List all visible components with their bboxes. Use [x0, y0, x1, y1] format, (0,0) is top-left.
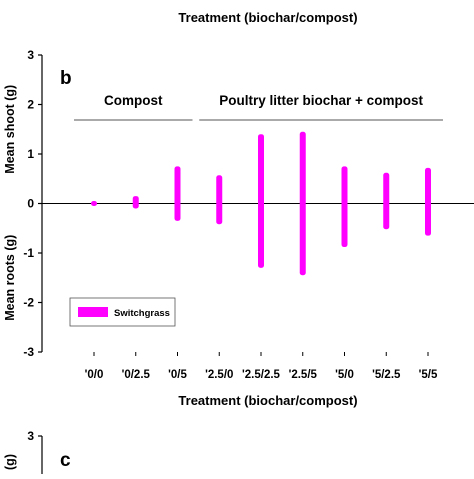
y-tick-label: 3	[27, 48, 34, 62]
legend-label: Switchgrass	[114, 308, 170, 319]
bar	[91, 201, 97, 206]
bar	[174, 166, 181, 221]
panel-label: b	[60, 68, 72, 89]
y-axis-label-roots: Mean roots (g)	[3, 235, 17, 321]
panel-b: -3 -2 -1 0 1 2 3 '0/0 '0/2.5 '0/5 '2.5/0 '2.5/2.5 '2…	[3, 48, 474, 408]
y-tick-label: 2	[27, 98, 34, 112]
x-tick-label: '2.5/5	[289, 369, 318, 381]
y-tick-label: -1	[23, 246, 34, 260]
bar	[132, 196, 139, 209]
y-tick-label: 1	[27, 147, 34, 161]
x-tick-label: '0/2.5	[122, 369, 151, 381]
x-tick-label: '0/5	[168, 369, 187, 381]
bar	[383, 172, 390, 230]
x-axis-title: Treatment (biochar/compost)	[178, 393, 357, 408]
bar	[341, 166, 348, 248]
y-axis-label-shoot: Mean shoot (g)	[3, 85, 17, 174]
y-tick-label: -2	[23, 296, 34, 310]
y-axis-label: (g)	[3, 454, 17, 470]
x-tick-label: '5/2.5	[372, 369, 401, 381]
top-axis-title: Treatment (biochar/compost)	[178, 10, 357, 25]
bar	[299, 131, 306, 276]
bar	[216, 175, 223, 225]
y-tick-label: 3	[27, 429, 34, 443]
x-tick-label: '5/5	[419, 369, 438, 381]
group-label: Poultry litter biochar + compost	[219, 93, 423, 108]
bar	[425, 167, 431, 236]
y-tick-label: 0	[27, 197, 34, 211]
panel-c: 3 c (g)	[3, 429, 71, 474]
bar	[258, 134, 264, 268]
group-label: Compost	[104, 93, 163, 108]
legend: Switchgrass	[69, 297, 176, 327]
x-tick-label: '2.5/0	[205, 369, 233, 381]
x-tick-label: '5/0	[335, 369, 354, 381]
panel-label: c	[60, 450, 71, 471]
x-tick-label: '0/0	[85, 369, 104, 381]
x-tick-label: '2.5/2.5	[242, 369, 281, 381]
y-tick-label: -3	[23, 345, 34, 359]
legend-swatch	[78, 307, 108, 317]
